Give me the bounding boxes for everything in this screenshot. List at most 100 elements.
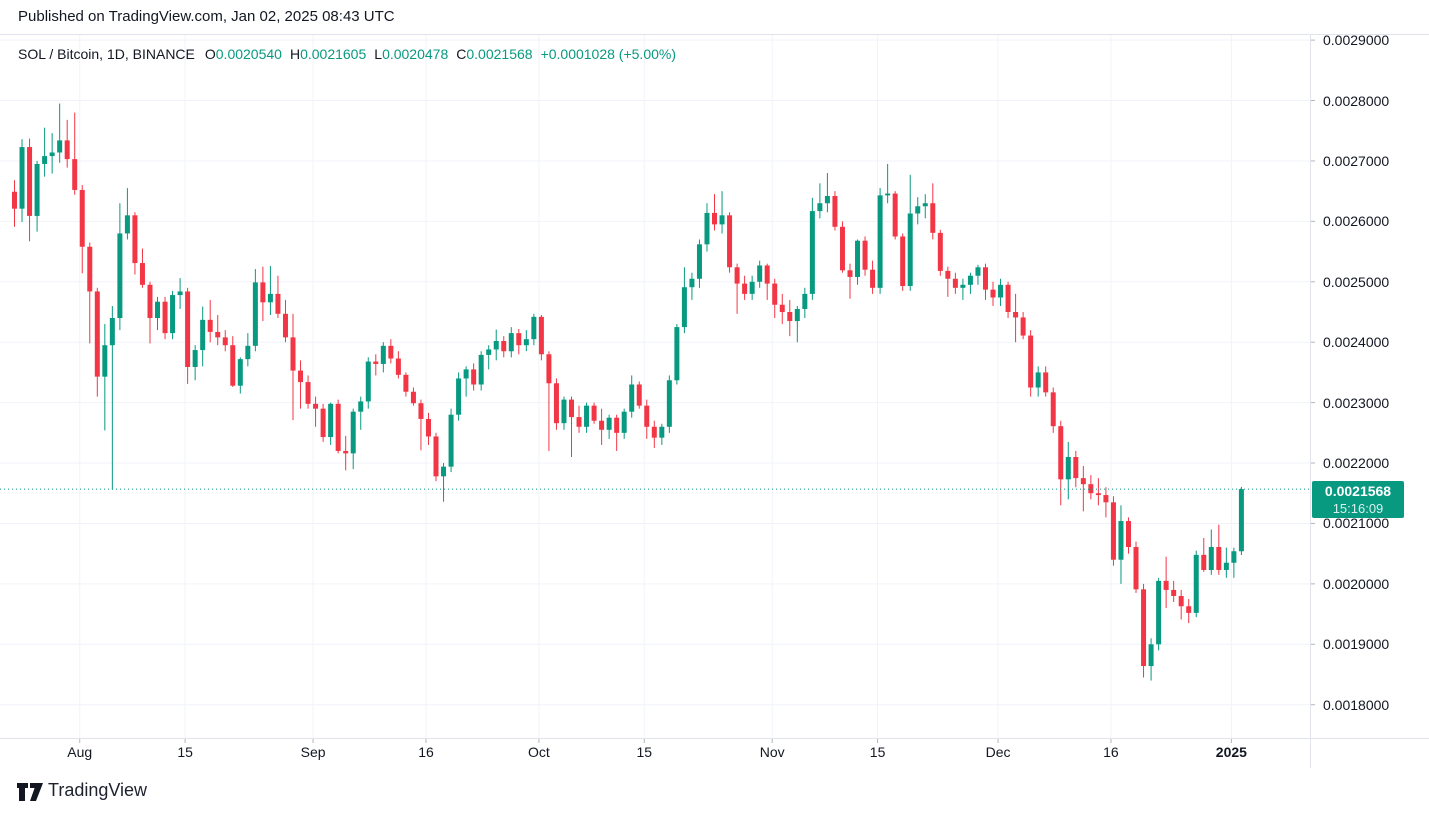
price-axis[interactable]: 0.0029000 0.0028000 0.0027000 0.0026000 0.00… — [1310, 0, 1429, 768]
candle-body-up — [57, 140, 63, 153]
brand-wordmark[interactable]: TradingView — [48, 780, 148, 800]
candle-body-up — [1193, 554, 1199, 613]
price-axis-label: 0.0022000 — [1323, 455, 1390, 472]
candle-body-up — [824, 195, 830, 204]
candle-body-up — [245, 345, 251, 360]
candle-body-down — [1080, 478, 1086, 485]
candle-body-up — [441, 466, 447, 477]
candle-body-down — [1186, 606, 1192, 613]
candle-body-up — [794, 308, 800, 322]
candle-body-up — [267, 293, 273, 303]
candle-body-down — [305, 382, 311, 404]
candle-body-up — [192, 350, 198, 367]
candle-body-up — [1035, 372, 1041, 388]
price-axis-separator — [1310, 35, 1311, 768]
footer-bar: TradingView — [0, 768, 1429, 816]
candle-body-up — [170, 295, 176, 334]
candle-body-down — [79, 189, 85, 247]
price-axis-label: 0.0020000 — [1323, 575, 1390, 592]
candle-body-down — [945, 270, 951, 279]
candle-body-up — [666, 380, 672, 427]
ohlc-high: H0.0021605 — [289, 46, 367, 62]
candle-body-up — [561, 399, 567, 424]
candle-body-up — [855, 240, 861, 277]
candle-body-up — [49, 152, 55, 157]
candle-body-down — [1141, 589, 1147, 667]
candle-body-up — [365, 361, 371, 402]
candle-body-up — [448, 414, 454, 467]
price-axis-label: 0.0019000 — [1323, 636, 1390, 653]
candle-body-down — [320, 408, 326, 438]
price-axis-label: 0.0026000 — [1323, 213, 1390, 230]
candle-body-down — [832, 195, 838, 227]
candle-body-down — [207, 319, 213, 332]
candle-body-up — [456, 378, 462, 415]
candle-body-up — [486, 349, 492, 355]
candle-body-down — [282, 313, 288, 338]
candle-body-up — [177, 291, 183, 296]
candle-body-down — [576, 417, 582, 427]
candle-body-down — [388, 345, 394, 359]
candle-body-down — [764, 265, 770, 284]
candle-body-up — [328, 403, 334, 438]
candle-body-down — [990, 289, 996, 298]
candle-body-up — [531, 316, 537, 340]
candle-body-down — [222, 337, 228, 346]
candle-body-up — [1238, 489, 1244, 552]
candle-body-down — [839, 226, 845, 271]
candle-body-up — [19, 147, 25, 209]
candle-body-up — [42, 156, 48, 164]
candle-body-down — [410, 391, 416, 404]
time-axis-label: 15 — [636, 744, 653, 760]
candle-body-down — [930, 203, 936, 233]
candle-body-down — [1178, 595, 1184, 607]
candle-body-down — [1058, 426, 1064, 480]
candle-body-down — [425, 418, 431, 437]
candle-body-down — [712, 212, 718, 225]
candle-body-down — [27, 147, 33, 216]
symbol-title[interactable]: SOL / Bitcoin, 1D, BINANCE — [18, 46, 195, 62]
candle-body-down — [1028, 335, 1034, 388]
candle-body-up — [689, 278, 695, 288]
candle-body-down — [900, 236, 906, 287]
candle-body-down — [727, 215, 733, 268]
candle-body-up — [350, 411, 356, 454]
tradingview-logo-icon[interactable] — [16, 781, 44, 803]
candle-body-down — [313, 403, 319, 409]
candle-body-down — [275, 293, 281, 314]
bar-countdown-timer: 15:16:09 — [1332, 501, 1384, 516]
candle-body-down — [501, 340, 507, 352]
candle-body-up — [922, 203, 928, 207]
candle-body-down — [516, 333, 522, 346]
candle-body-down — [1125, 521, 1131, 548]
candle-body-down — [1163, 580, 1169, 590]
candle-body-up — [757, 265, 763, 282]
chart-legend[interactable]: SOL / Bitcoin, 1D, BINANCE O0.0020540 H0.0… — [18, 46, 676, 62]
candle-body-up — [200, 319, 206, 351]
candle-body-down — [591, 405, 597, 421]
time-axis[interactable]: Aug 15 Sep 16 Oct 15 Nov 15 Dec 16 2025 — [0, 738, 1429, 768]
candle-body-down — [403, 374, 409, 392]
ohlc-close: C0.0021568 — [456, 46, 533, 62]
price-axis-label: 0.0028000 — [1323, 92, 1390, 109]
candle-body-down — [1171, 589, 1177, 596]
candle-body-up — [960, 284, 966, 288]
candle-body-down — [1088, 484, 1094, 494]
candle-body-down — [215, 331, 221, 338]
ohlc-low: L0.0020478 — [374, 46, 449, 62]
candle-body-down — [651, 426, 657, 438]
candle-body-down — [779, 304, 785, 312]
candle-body-down — [1073, 456, 1079, 479]
published-bar: Published on TradingView.com, Jan 02, 20… — [0, 0, 1429, 34]
candle-body-up — [817, 203, 823, 212]
price-axis-label: 0.0021000 — [1323, 515, 1390, 532]
candle-body-down — [787, 311, 793, 322]
candle-body-down — [132, 215, 138, 264]
candle-body-up — [696, 244, 702, 279]
candle-body-down — [87, 246, 93, 292]
candle-body-down — [614, 417, 620, 433]
candle-body-up — [998, 284, 1004, 298]
candle-body-up — [155, 301, 161, 319]
